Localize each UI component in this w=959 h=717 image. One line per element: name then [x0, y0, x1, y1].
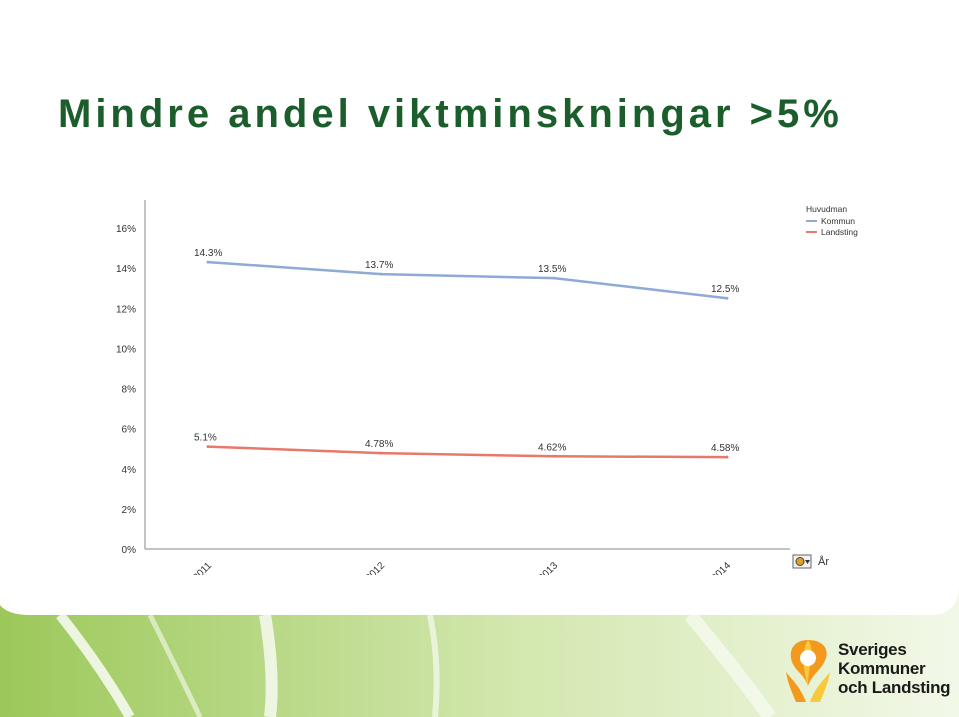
- data-label: 12.5%: [711, 284, 739, 295]
- y-tick-label: 12%: [116, 304, 136, 315]
- series-line-kommun: [207, 260, 728, 300]
- line-chart: 0%2%4%6%8%10%12%14%16% 2011 2012 2013 2014 …: [116, 200, 858, 580]
- logo-line-3: och Landsting: [838, 678, 951, 697]
- data-point: [725, 296, 729, 300]
- logo-line-1: Sveriges: [838, 640, 907, 659]
- y-tick-label: 4%: [122, 465, 137, 476]
- data-label: 4.62%: [538, 442, 566, 453]
- x-axis-title: År: [818, 555, 829, 568]
- y-tick-label: 0%: [122, 545, 137, 556]
- data-point: [206, 260, 210, 264]
- skl-logo-text: Sveriges Kommuner och Landsting: [838, 640, 951, 697]
- logo-line-2: Kommuner: [838, 659, 926, 678]
- data-label: 4.78%: [365, 439, 393, 450]
- series-layer: 14.3% 13.7% 13.5% 12.5% 5.1% 4.78% 4.62% 4.58%: [194, 248, 739, 459]
- legend-label: Landsting: [821, 227, 858, 237]
- y-tick-label: 2%: [122, 505, 137, 516]
- data-label: 5.1%: [194, 433, 217, 444]
- y-tick-label: 10%: [116, 344, 136, 355]
- data-point: [206, 445, 210, 449]
- skl-logo: Sveriges Kommuner och Landsting: [782, 636, 951, 704]
- legend-label: Kommun: [821, 216, 855, 226]
- data-label: 4.58%: [711, 443, 739, 454]
- data-point: [379, 272, 383, 276]
- data-label: 14.3%: [194, 248, 222, 259]
- legend-title: Huvudman: [806, 204, 847, 214]
- data-label: 13.5%: [538, 264, 566, 275]
- slide-title: Mindre andel viktminskningar >5%: [58, 92, 843, 136]
- skl-logo-icon: [786, 640, 830, 702]
- data-point: [552, 276, 556, 280]
- data-point: [552, 454, 556, 458]
- y-tick-label: 14%: [116, 264, 136, 275]
- series-line-landsting: [207, 445, 728, 459]
- data-point: [725, 455, 729, 459]
- y-axis: 0% 2% 4% 6% 8% 10% 12% 14% 16%: [116, 200, 146, 556]
- axis-tool-icon[interactable]: [792, 554, 812, 569]
- data-point: [379, 451, 383, 455]
- data-label: 13.7%: [365, 260, 393, 271]
- y-tick-label: 16%: [116, 224, 136, 235]
- y-tick-label: 6%: [122, 425, 137, 436]
- y-tick-label: 8%: [122, 385, 137, 396]
